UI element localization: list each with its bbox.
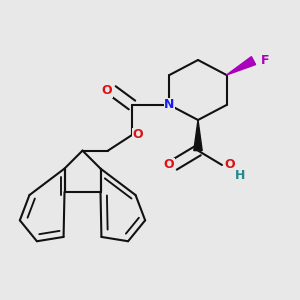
Text: O: O [224,158,235,172]
Text: O: O [133,128,143,142]
Text: O: O [163,158,174,172]
Text: N: N [164,98,175,112]
Text: H: H [235,169,245,182]
Text: O: O [102,84,112,97]
Polygon shape [194,120,202,151]
Text: F: F [261,54,269,67]
Polygon shape [226,57,256,75]
